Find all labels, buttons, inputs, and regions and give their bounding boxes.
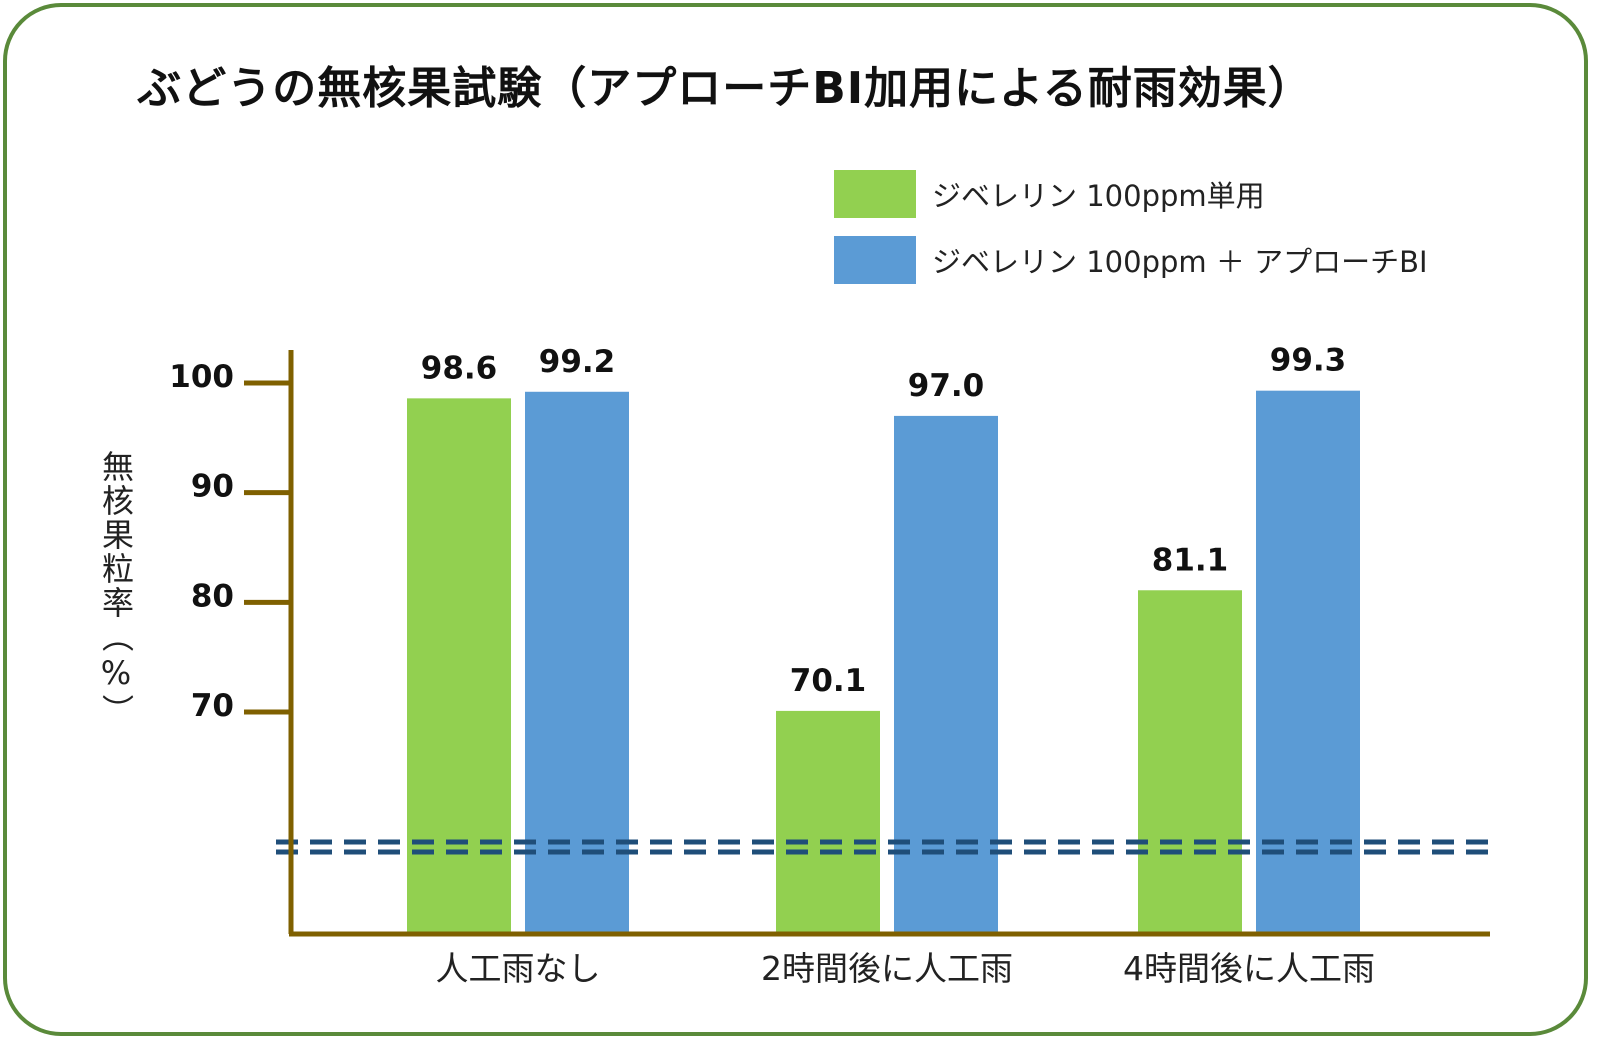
legend-label: ジベレリン 100ppm単用 [932,179,1265,213]
x-category-label: 2時間後に人工雨 [761,949,1013,988]
chart-title: ぶどうの無核果試験（アプローチBI加用による耐雨効果） [137,63,1313,114]
x-category-label: 4時間後に人工雨 [1123,949,1375,988]
y-axis-label: 無核果粒率（%） [97,450,135,728]
data-label: 98.6 [421,350,498,386]
bar-blue-1 [894,415,998,934]
data-label: 70.1 [790,663,867,699]
data-label: 81.1 [1152,542,1229,578]
y-tick-label: 80 [191,578,234,614]
bar-green-1 [776,710,880,934]
y-tick-label: 90 [191,469,234,505]
y-tick-label: 70 [191,688,234,724]
legend-item-gibberellin-only: ジベレリン 100ppm単用 [834,170,1265,218]
bar-green-0 [407,398,511,934]
legend-swatch-blue [834,236,916,284]
legend-swatch-green [834,170,916,218]
bar-blue-0 [525,391,629,935]
data-label: 97.0 [908,368,985,404]
data-label: 99.2 [539,344,616,380]
x-category-label: 人工雨なし [436,949,601,988]
legend-label: ジベレリン 100ppm ＋ アプローチBI [932,245,1428,279]
y-tick-label: 100 [169,359,234,395]
legend-item-gibberellin-approach: ジベレリン 100ppm ＋ アプローチBI [834,236,1428,284]
data-label: 99.3 [1270,343,1347,379]
bar-green-2 [1138,590,1242,934]
